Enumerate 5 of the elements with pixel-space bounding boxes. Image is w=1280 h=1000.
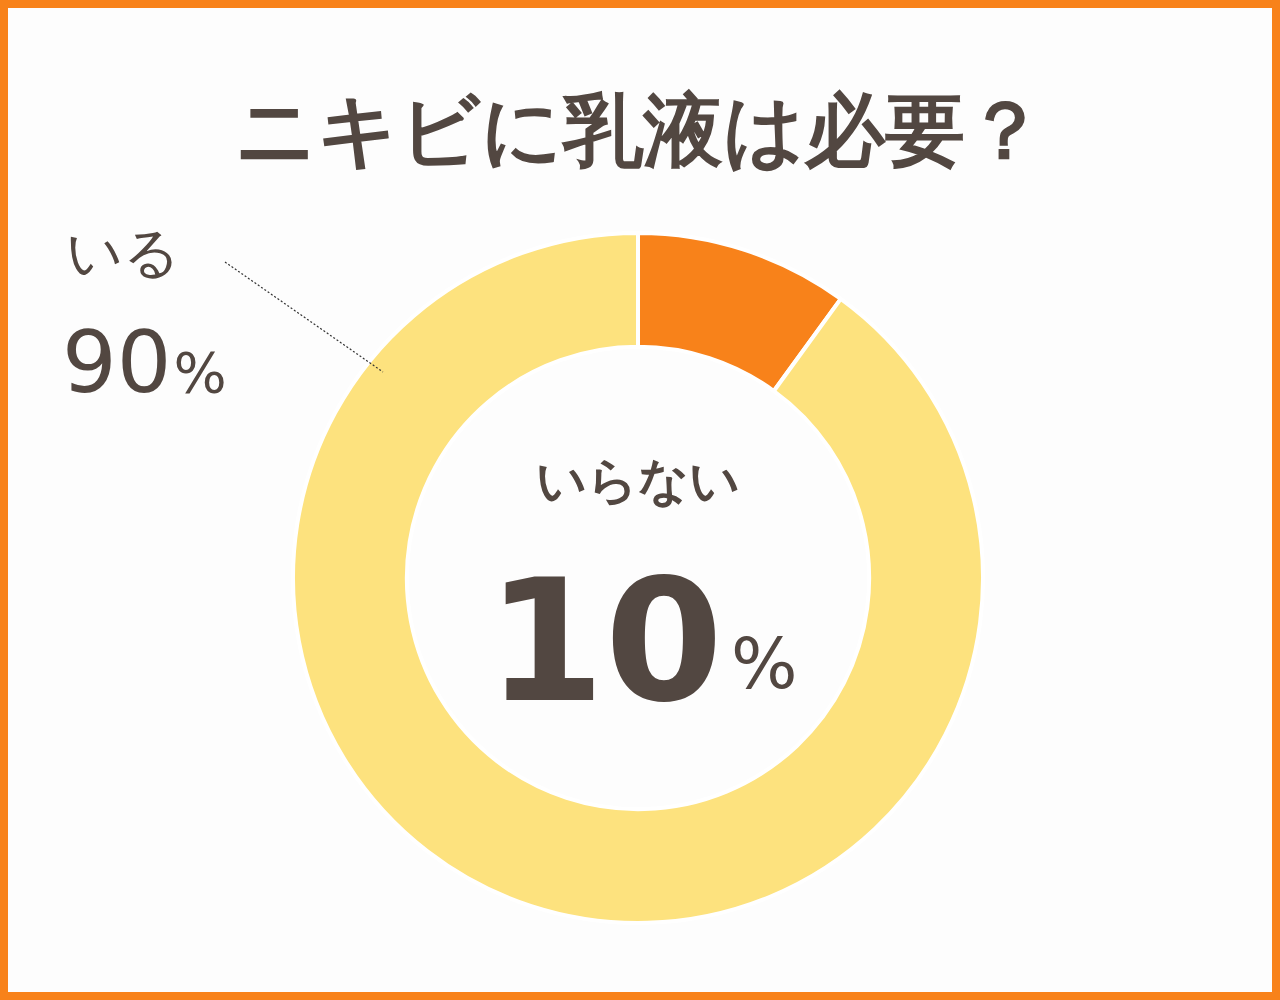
slice-label: いらない [536, 452, 740, 510]
data-label: 10% [486, 542, 798, 740]
slice-label: いる [66, 220, 180, 285]
chart-title: ニキビに乳液は必要？ [234, 83, 1046, 179]
data-label: 90% [62, 312, 227, 412]
